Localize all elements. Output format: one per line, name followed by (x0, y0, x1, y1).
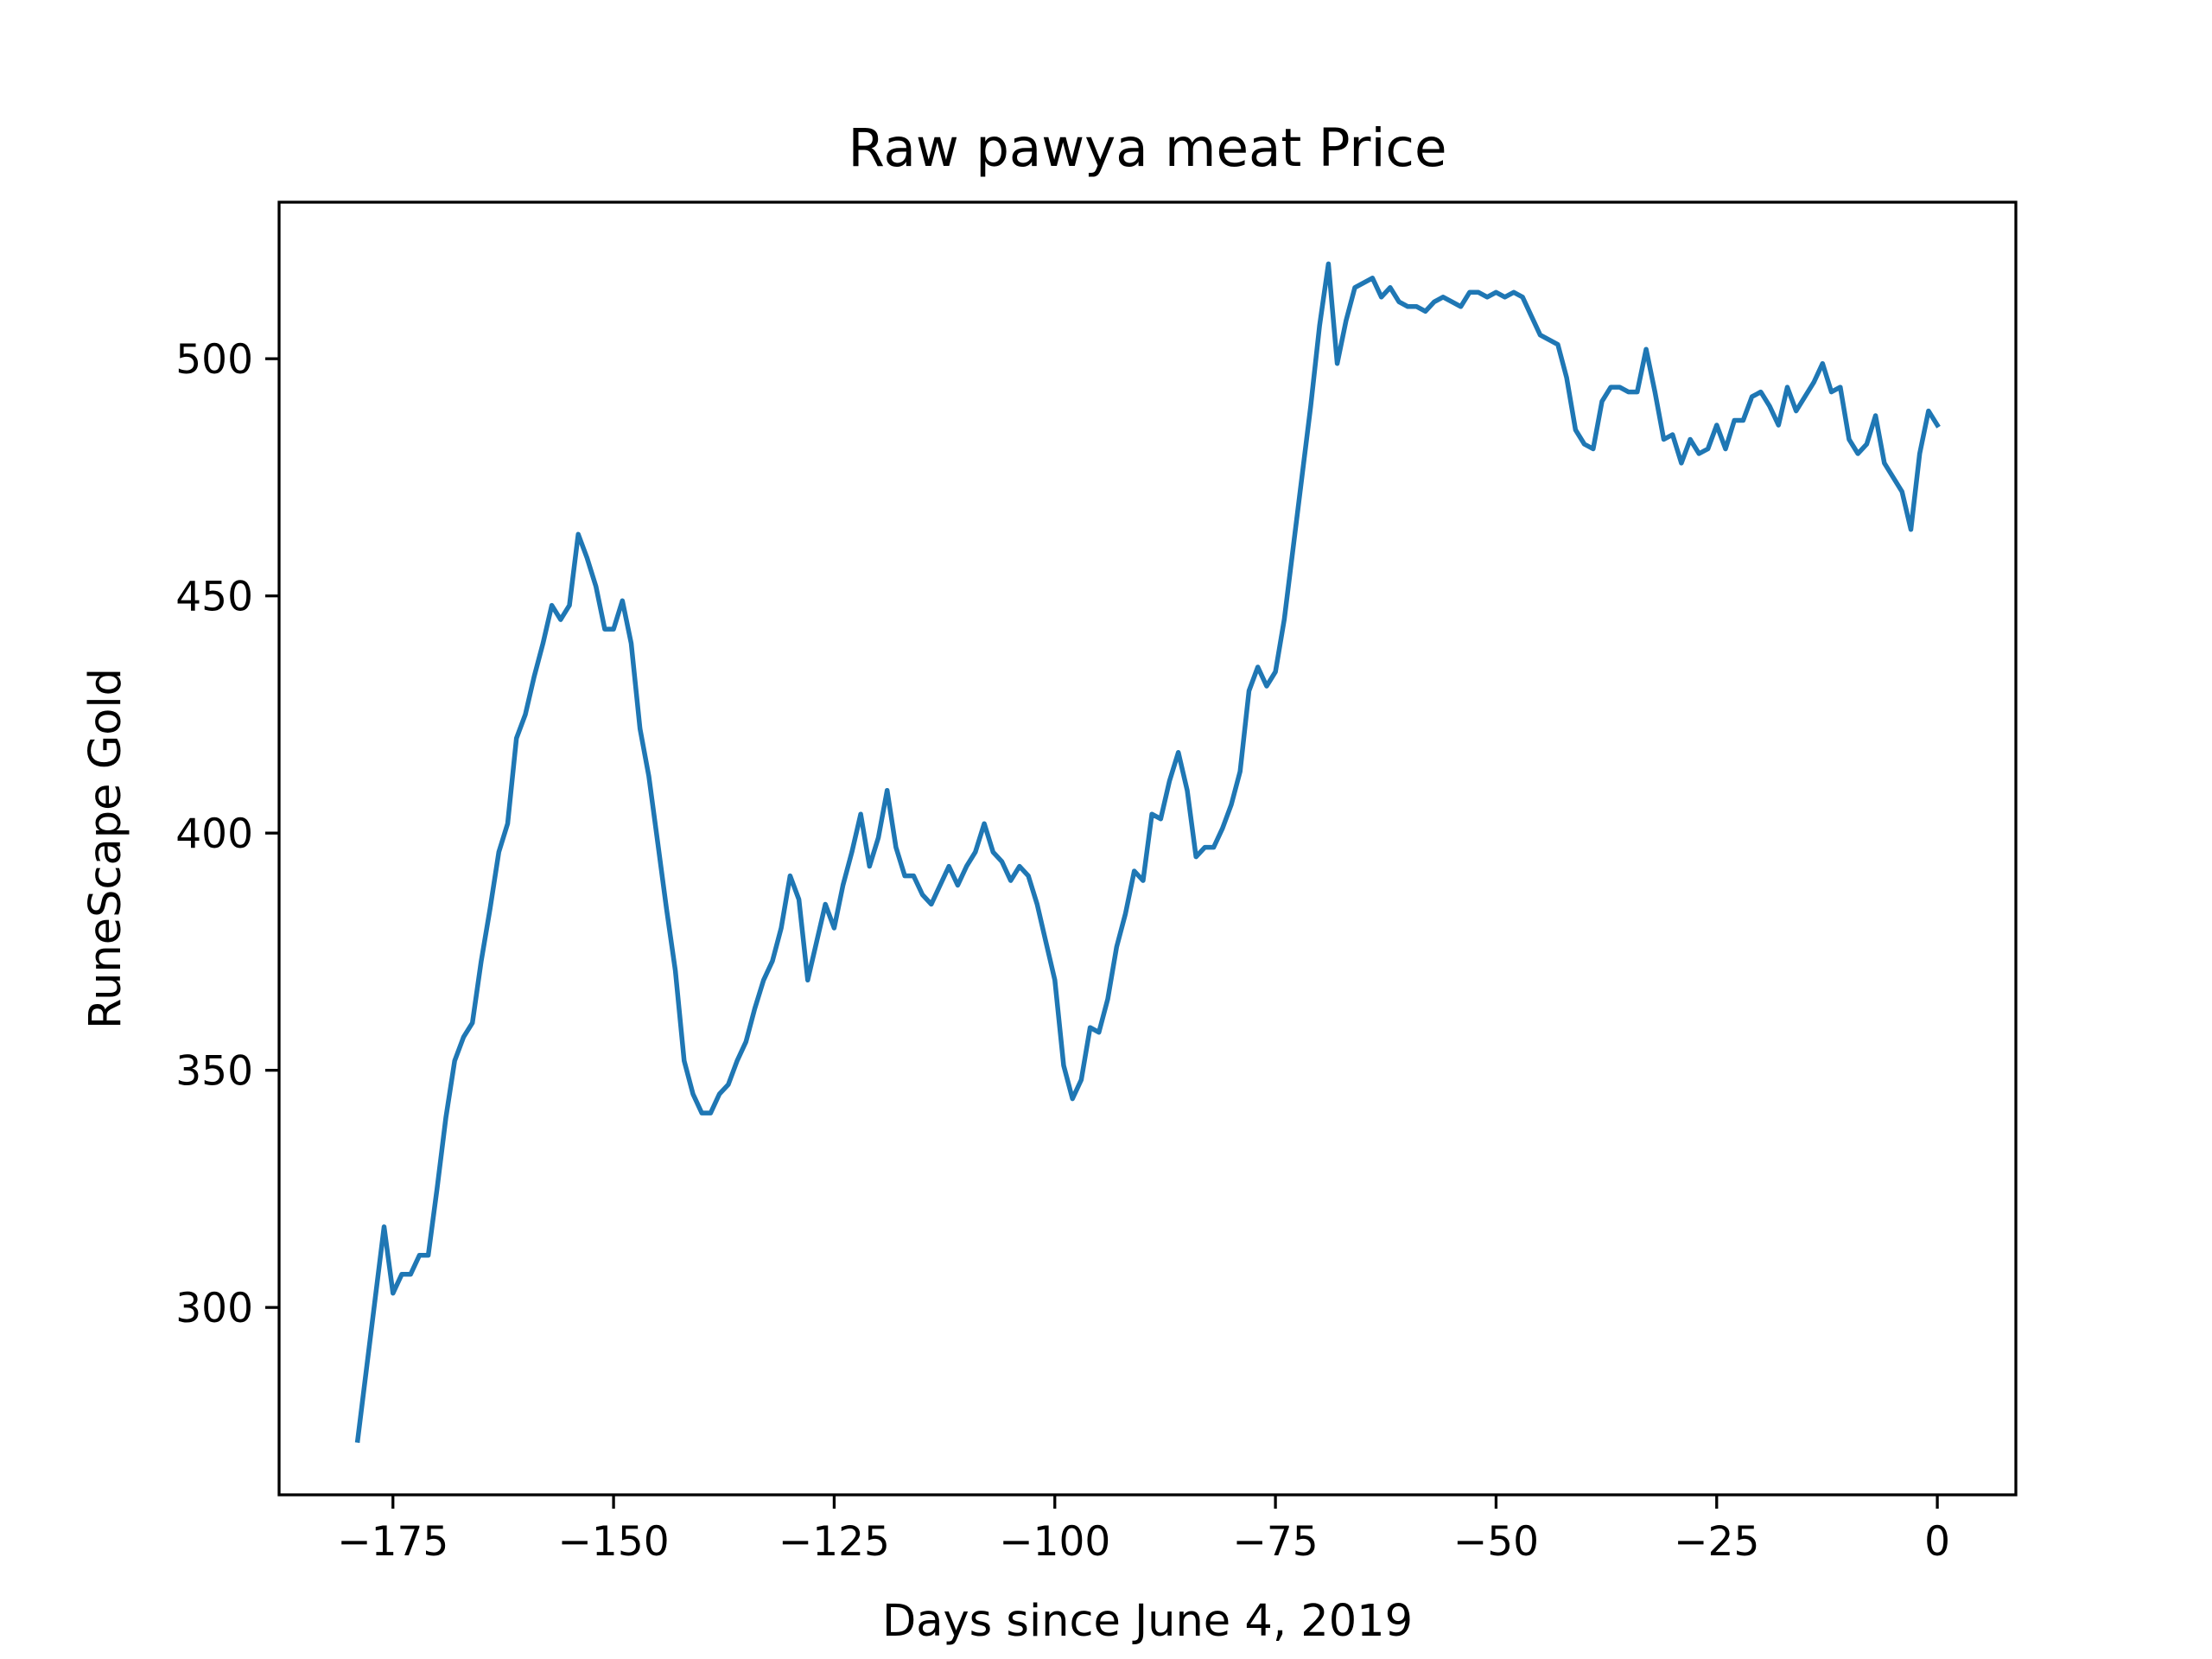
series-line-0 (354, 261, 1941, 1443)
x-tick-label: −125 (779, 1518, 890, 1566)
x-tick-label: −100 (999, 1518, 1110, 1566)
y-axis: 300 350 400 450 500 (175, 336, 279, 1332)
x-tick-label: −175 (337, 1518, 448, 1566)
y-tick-label: 350 (175, 1048, 253, 1096)
plot-area (354, 261, 1941, 1443)
axes-frame (277, 200, 2018, 1497)
y-tick-label: 450 (175, 574, 253, 621)
x-tick-label: −75 (1233, 1518, 1319, 1566)
x-tick-label: −25 (1674, 1518, 1759, 1566)
y-axis-label: RuneScape Gold (80, 668, 131, 1029)
chart-title: Raw pawya meat Price (848, 118, 1446, 179)
x-axis: −175 −150 −125 −100 −75 −50 −25 0 (337, 1495, 1950, 1566)
x-tick-label: −150 (558, 1518, 670, 1566)
x-tick-label: −50 (1453, 1518, 1539, 1566)
x-tick-label: 0 (1924, 1518, 1950, 1566)
y-tick-label: 300 (175, 1285, 253, 1332)
y-tick-label: 400 (175, 810, 253, 858)
x-axis-label: Days since June 4, 2019 (882, 1596, 1413, 1647)
y-tick-label: 500 (175, 336, 253, 384)
